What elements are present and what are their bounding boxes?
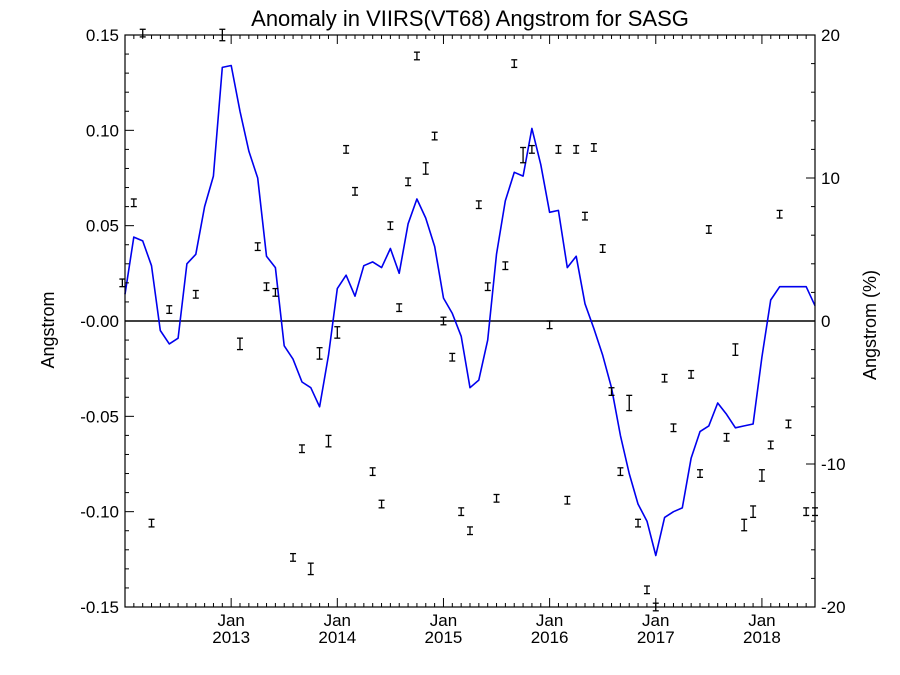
y-right-tick-label: 0 <box>821 312 830 331</box>
error-bar-point <box>661 373 668 383</box>
error-bar-point <box>581 211 588 221</box>
x-tick-year-label: 2014 <box>318 628 356 647</box>
x-tick-year-label: 2013 <box>212 628 250 647</box>
error-bar-point <box>272 287 279 297</box>
x-tick-month-label: Jan <box>642 611 669 630</box>
error-bar-point <box>148 518 155 528</box>
error-bar-point <box>785 419 792 429</box>
error-bar-point <box>564 495 571 505</box>
error-bar-point <box>422 162 429 175</box>
y-right-tick-label: 20 <box>821 26 840 45</box>
error-bar-point <box>599 244 606 254</box>
x-tick-month-label: Jan <box>430 611 457 630</box>
error-bar-point <box>396 303 403 313</box>
error-bar-point <box>643 585 650 595</box>
y-right-tick-label: 10 <box>821 169 840 188</box>
error-bar-point <box>236 337 243 351</box>
error-bar-point <box>405 177 412 187</box>
error-bar-point <box>352 186 359 196</box>
error-bar-point <box>502 261 509 271</box>
x-tick-year-label: 2016 <box>531 628 569 647</box>
error-bar-point <box>369 467 376 477</box>
error-bar-point <box>440 316 447 326</box>
error-bar-point <box>119 278 126 288</box>
error-bar-point <box>608 387 615 397</box>
error-bar-point <box>723 432 730 442</box>
error-bar-point <box>573 144 580 154</box>
plot-frame <box>124 34 816 608</box>
y-tick-label: 0.15 <box>86 26 119 45</box>
error-bar-point <box>626 394 633 412</box>
error-bar-point <box>290 552 297 562</box>
error-bar-point <box>387 221 394 231</box>
error-bar-point <box>166 305 173 315</box>
error-bar-point <box>475 200 482 210</box>
error-bar-point <box>705 225 712 234</box>
error-bar-point <box>458 507 465 517</box>
x-tick-year-label: 2018 <box>743 628 781 647</box>
error-bar-point <box>325 434 332 448</box>
error-bar-point <box>635 518 642 528</box>
x-tick-year-label: 2015 <box>425 628 463 647</box>
error-bar-point <box>767 440 774 450</box>
error-bar-point <box>192 289 199 299</box>
error-bar-point <box>670 423 677 433</box>
x-tick-month-label: Jan <box>748 611 775 630</box>
error-bar-point <box>449 352 456 362</box>
error-bar-point <box>546 320 553 330</box>
chart-title: Anomaly in VIIRS(VT68) Angstrom for SASG <box>251 6 689 31</box>
y-tick-label: -0.00 <box>80 312 119 331</box>
error-bar-point <box>343 144 350 154</box>
error-bar-point <box>493 493 500 503</box>
error-bar-point <box>555 144 562 154</box>
x-tick-month-label: Jan <box>536 611 563 630</box>
error-bar-point <box>617 467 624 477</box>
y-axis-label: Angstrom <box>38 291 58 368</box>
error-bar-point <box>413 51 420 61</box>
error-bar-point <box>776 209 783 219</box>
y-tick-label: -0.15 <box>80 598 119 617</box>
x-tick-year-label: 2017 <box>637 628 675 647</box>
error-bar-point <box>467 526 473 536</box>
error-bar-point <box>334 326 341 339</box>
y-right-tick-label: -20 <box>821 598 846 617</box>
y-tick-label: -0.05 <box>80 407 119 426</box>
error-bar-point <box>688 369 695 379</box>
error-bar-point <box>254 242 261 252</box>
y-axis-right-label: Angstrom (%) <box>860 270 880 380</box>
y-tick-label: -0.10 <box>80 503 119 522</box>
y-tick-label: 0.10 <box>86 121 119 140</box>
series-line <box>124 64 816 557</box>
error-bar-point <box>298 444 305 454</box>
error-bar-point <box>263 282 270 292</box>
error-bar-point <box>758 469 765 482</box>
error-bar-point <box>741 518 748 532</box>
error-bar-point <box>307 562 314 576</box>
error-bar-point <box>590 143 597 152</box>
error-bar-point <box>316 347 323 360</box>
y-tick-label: 0.05 <box>86 217 119 236</box>
error-bar-point <box>732 343 739 356</box>
error-bar-point <box>130 198 137 208</box>
y-right-tick-label: -10 <box>821 455 846 474</box>
x-tick-month-label: Jan <box>324 611 351 630</box>
x-tick-month-label: Jan <box>217 611 244 630</box>
error-bar-point <box>803 507 810 517</box>
error-bar-point <box>528 144 535 154</box>
error-bar-point <box>750 505 757 519</box>
error-bar-point <box>431 131 438 141</box>
error-bar-point <box>378 499 385 509</box>
error-bar-point <box>520 146 527 164</box>
error-bar-point <box>511 59 518 69</box>
error-bar-point <box>697 469 704 478</box>
error-bar-point <box>484 282 491 292</box>
